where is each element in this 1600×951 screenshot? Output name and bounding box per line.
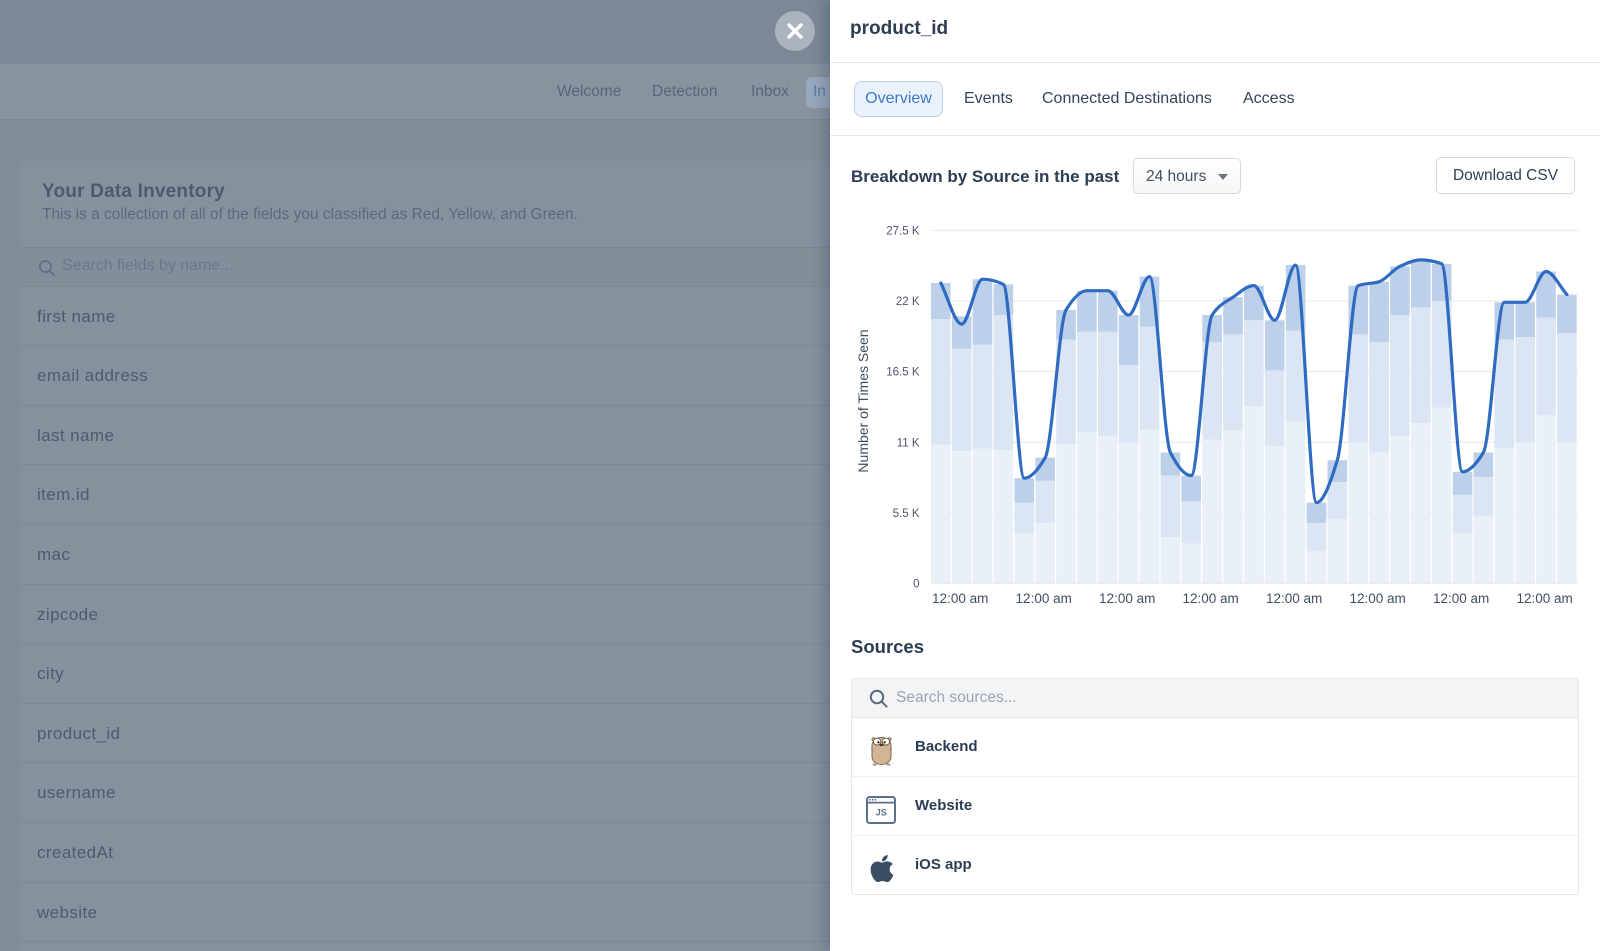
svg-text:5.5 K: 5.5 K <box>893 508 920 520</box>
svg-text:12:00 am: 12:00 am <box>1182 591 1238 606</box>
svg-text:12:00 am: 12:00 am <box>1349 591 1405 606</box>
svg-text:12:00 am: 12:00 am <box>1433 591 1489 606</box>
svg-text:12:00 am: 12:00 am <box>932 591 988 606</box>
svg-text:12:00 am: 12:00 am <box>1266 591 1322 606</box>
svg-text:16.5 K: 16.5 K <box>886 367 920 379</box>
svg-text:Number of Times Seen: Number of Times Seen <box>855 329 871 472</box>
svg-text:JS: JS <box>876 808 887 818</box>
svg-text:12:00 am: 12:00 am <box>1016 591 1072 606</box>
svg-text:11 K: 11 K <box>897 437 920 449</box>
svg-text:12:00 am: 12:00 am <box>1099 591 1155 606</box>
svg-text:0: 0 <box>913 579 919 591</box>
svg-text:22 K: 22 K <box>896 296 920 308</box>
svg-text:27.5 K: 27.5 K <box>886 225 920 237</box>
svg-text:12:00 am: 12:00 am <box>1516 591 1572 606</box>
